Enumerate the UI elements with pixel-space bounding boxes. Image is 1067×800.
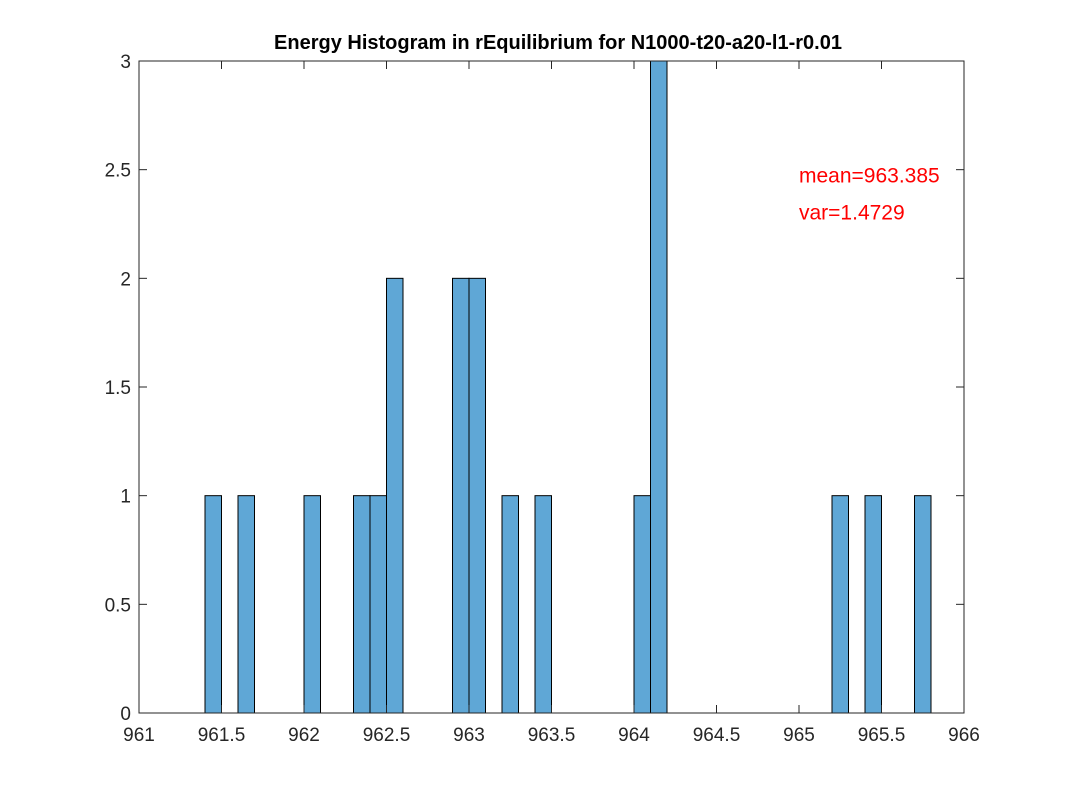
histogram-bar bbox=[237, 495, 255, 714]
histogram-bar bbox=[353, 495, 371, 714]
histogram-bar bbox=[650, 60, 668, 714]
histogram-bar bbox=[303, 495, 321, 714]
x-tick-label: 962 bbox=[288, 725, 320, 746]
y-tick-label: 0 bbox=[120, 704, 131, 725]
x-tick-label: 963.5 bbox=[528, 725, 576, 746]
histogram-bar bbox=[386, 277, 404, 714]
x-tick-label: 961 bbox=[123, 725, 155, 746]
histogram-bar bbox=[914, 495, 932, 714]
chart-title: Energy Histogram in rEquilibrium for N10… bbox=[274, 32, 842, 54]
y-tick-label: 2 bbox=[120, 269, 131, 290]
x-tick-label: 965.5 bbox=[858, 725, 906, 746]
variance-annotation: var=1.4729 bbox=[799, 202, 905, 225]
histogram-bar bbox=[468, 277, 486, 714]
histogram-bar bbox=[369, 495, 387, 714]
histogram-bar bbox=[633, 495, 651, 714]
histogram-bar bbox=[452, 277, 470, 714]
y-tick-label: 0.5 bbox=[105, 595, 131, 616]
histogram-bar bbox=[864, 495, 882, 714]
mean-annotation: mean=963.385 bbox=[799, 165, 940, 188]
histogram-bar bbox=[534, 495, 552, 714]
x-tick-label: 966 bbox=[948, 725, 980, 746]
x-tick-label: 964 bbox=[618, 725, 650, 746]
y-tick-label: 1 bbox=[120, 487, 131, 508]
y-tick-label: 2.5 bbox=[105, 161, 131, 182]
histogram-bar bbox=[831, 495, 849, 714]
x-tick-label: 965 bbox=[783, 725, 815, 746]
x-tick-label: 963 bbox=[453, 725, 485, 746]
x-tick-label: 964.5 bbox=[693, 725, 741, 746]
ticks-group: 961 961.5 962 962.5 963 963.5 964 964.5 965 965.5… bbox=[105, 52, 980, 746]
annotations-group: mean=963.385 var=1.4729 bbox=[799, 165, 940, 225]
histogram-bar bbox=[204, 495, 222, 714]
x-tick-label: 962.5 bbox=[363, 725, 411, 746]
x-tick-label: 961.5 bbox=[198, 725, 246, 746]
bars-group bbox=[204, 60, 932, 714]
histogram-bar bbox=[501, 495, 519, 714]
y-tick-label: 3 bbox=[120, 52, 131, 73]
y-tick-label: 1.5 bbox=[105, 378, 131, 399]
